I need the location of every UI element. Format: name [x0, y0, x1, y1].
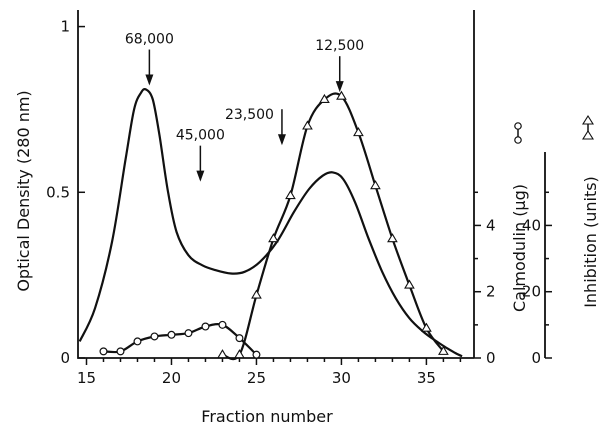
axes — [77, 10, 546, 359]
x-tick-label: 30 — [332, 369, 351, 387]
series-circle-line — [103, 323, 258, 356]
mw-marker-arrowhead — [277, 134, 286, 146]
series-none-line — [78, 88, 463, 358]
mw-marker-arrowhead — [335, 81, 344, 93]
calmodulin-point — [201, 322, 210, 331]
mw-marker-label: 12,500 — [315, 38, 364, 54]
calmodulin-tick-label: 2 — [486, 283, 496, 301]
y-left-tick-label: 0 — [60, 349, 70, 367]
calmodulin-point — [150, 332, 159, 341]
mw-marker-label: 23,500 — [225, 107, 274, 123]
x-tick-label: 15 — [77, 369, 96, 387]
inhibition-tick-label: 40 — [522, 216, 541, 234]
calmodulin-point — [235, 334, 244, 343]
y-left-tick-label: 0.5 — [46, 183, 70, 201]
series — [78, 88, 463, 361]
inhibition-point — [387, 233, 398, 243]
inhibition-point — [319, 93, 330, 104]
x-tick-label: 25 — [247, 369, 266, 387]
inhibition-point — [268, 233, 279, 243]
calmodulin-point — [252, 350, 261, 359]
x-tick-label: 35 — [417, 369, 436, 387]
inhibition-point — [404, 279, 415, 289]
x-tick-label: 20 — [162, 369, 181, 387]
inhibition-legend-symbol — [582, 114, 594, 140]
mw-marker-arrowhead — [196, 170, 205, 182]
mw-marker-label: 68,000 — [125, 32, 174, 48]
inhibition-point — [421, 322, 432, 332]
y-axis-label-left: Optical Density (280 nm) — [14, 90, 33, 291]
inhibition-point — [285, 190, 296, 200]
axis-frame — [77, 10, 474, 359]
calmodulin-tick-label: 0 — [486, 349, 496, 367]
inhibition-point — [302, 120, 313, 130]
calmodulin-point — [167, 330, 176, 339]
inhibition-point — [217, 349, 228, 359]
inhibition-point — [251, 289, 262, 299]
calmodulin-point — [184, 329, 193, 338]
calmodulin-legend-symbol — [514, 122, 522, 144]
calmodulin-point — [133, 337, 142, 346]
inhibition-point — [370, 180, 381, 190]
inhibition-point — [234, 349, 245, 359]
y-left-tick-label: 1 — [60, 18, 70, 36]
inhibition-tick-label: 0 — [531, 349, 541, 367]
calmodulin-point — [99, 347, 108, 356]
mw-marker-label: 45,000 — [176, 128, 225, 144]
calmodulin-point — [116, 347, 125, 356]
y-axis-label-calmodulin: Calmodulin (µg) — [510, 184, 529, 312]
inhibition-point — [353, 127, 364, 137]
inhibition-tick-label: 20 — [522, 283, 541, 301]
y-axis-label-inhibition: Inhibition (units) — [581, 176, 600, 308]
inhibition-point — [438, 345, 449, 355]
inhibition-point — [336, 90, 347, 100]
calmodulin-tick-label: 4 — [486, 216, 496, 234]
x-axis-label: Fraction number — [201, 407, 333, 426]
mw-marker-arrowhead — [145, 74, 154, 86]
calmodulin-point — [218, 320, 227, 329]
series-triangle-line — [222, 92, 445, 361]
